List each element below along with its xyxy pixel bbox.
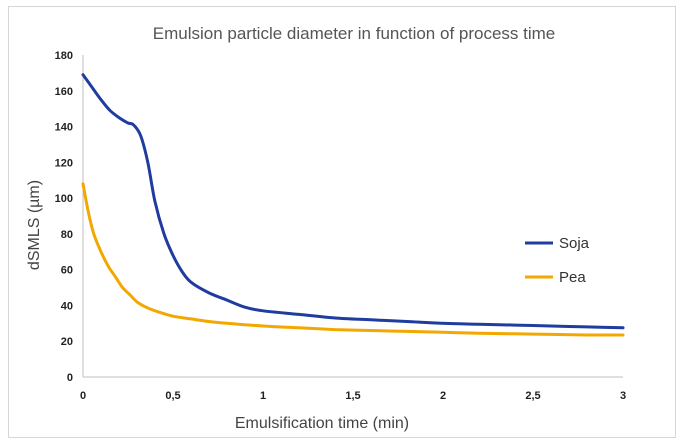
series-line-pea (81, 182, 625, 337)
y-axis-label: dSMLS (µm) (26, 180, 43, 270)
x-tick-label: 2 (440, 390, 446, 402)
y-tick-label: 40 (61, 300, 73, 312)
y-tick-label: 100 (55, 193, 73, 205)
y-tick-label: 80 (61, 229, 73, 241)
x-tick-label: 0 (80, 390, 86, 402)
y-tick-labels: 0 20 40 60 80 100 120 140 160 180 (55, 50, 73, 384)
x-tick-label: 1 (260, 390, 266, 402)
y-tick-label: 140 (55, 122, 73, 134)
series-lines (81, 73, 625, 337)
y-tick-label: 180 (55, 50, 73, 62)
series-line-soja (81, 73, 625, 330)
legend: Soja Pea (525, 235, 590, 286)
legend-label-pea: Pea (559, 269, 586, 286)
y-tick-label: 160 (55, 86, 73, 98)
chart-title: Emulsion particle diameter in function o… (153, 24, 556, 43)
x-tick-label: 0,5 (165, 390, 180, 402)
y-tick-label: 0 (67, 372, 73, 384)
y-tick-label: 20 (61, 336, 73, 348)
legend-label-soja: Soja (559, 235, 590, 252)
axes (82, 55, 623, 378)
x-tick-label: 3 (620, 390, 626, 402)
x-tick-label: 1,5 (345, 390, 360, 402)
line-chart: Emulsion particle diameter in function o… (26, 24, 626, 432)
y-tick-label: 60 (61, 265, 73, 277)
x-axis-label: Emulsification time (min) (235, 415, 409, 432)
y-tick-label: 120 (55, 157, 73, 169)
x-tick-label: 2,5 (525, 390, 540, 402)
chart-frame: Emulsion particle diameter in function o… (8, 6, 676, 438)
x-tick-labels: 0 0,5 1 1,5 2 2,5 3 (80, 390, 626, 402)
